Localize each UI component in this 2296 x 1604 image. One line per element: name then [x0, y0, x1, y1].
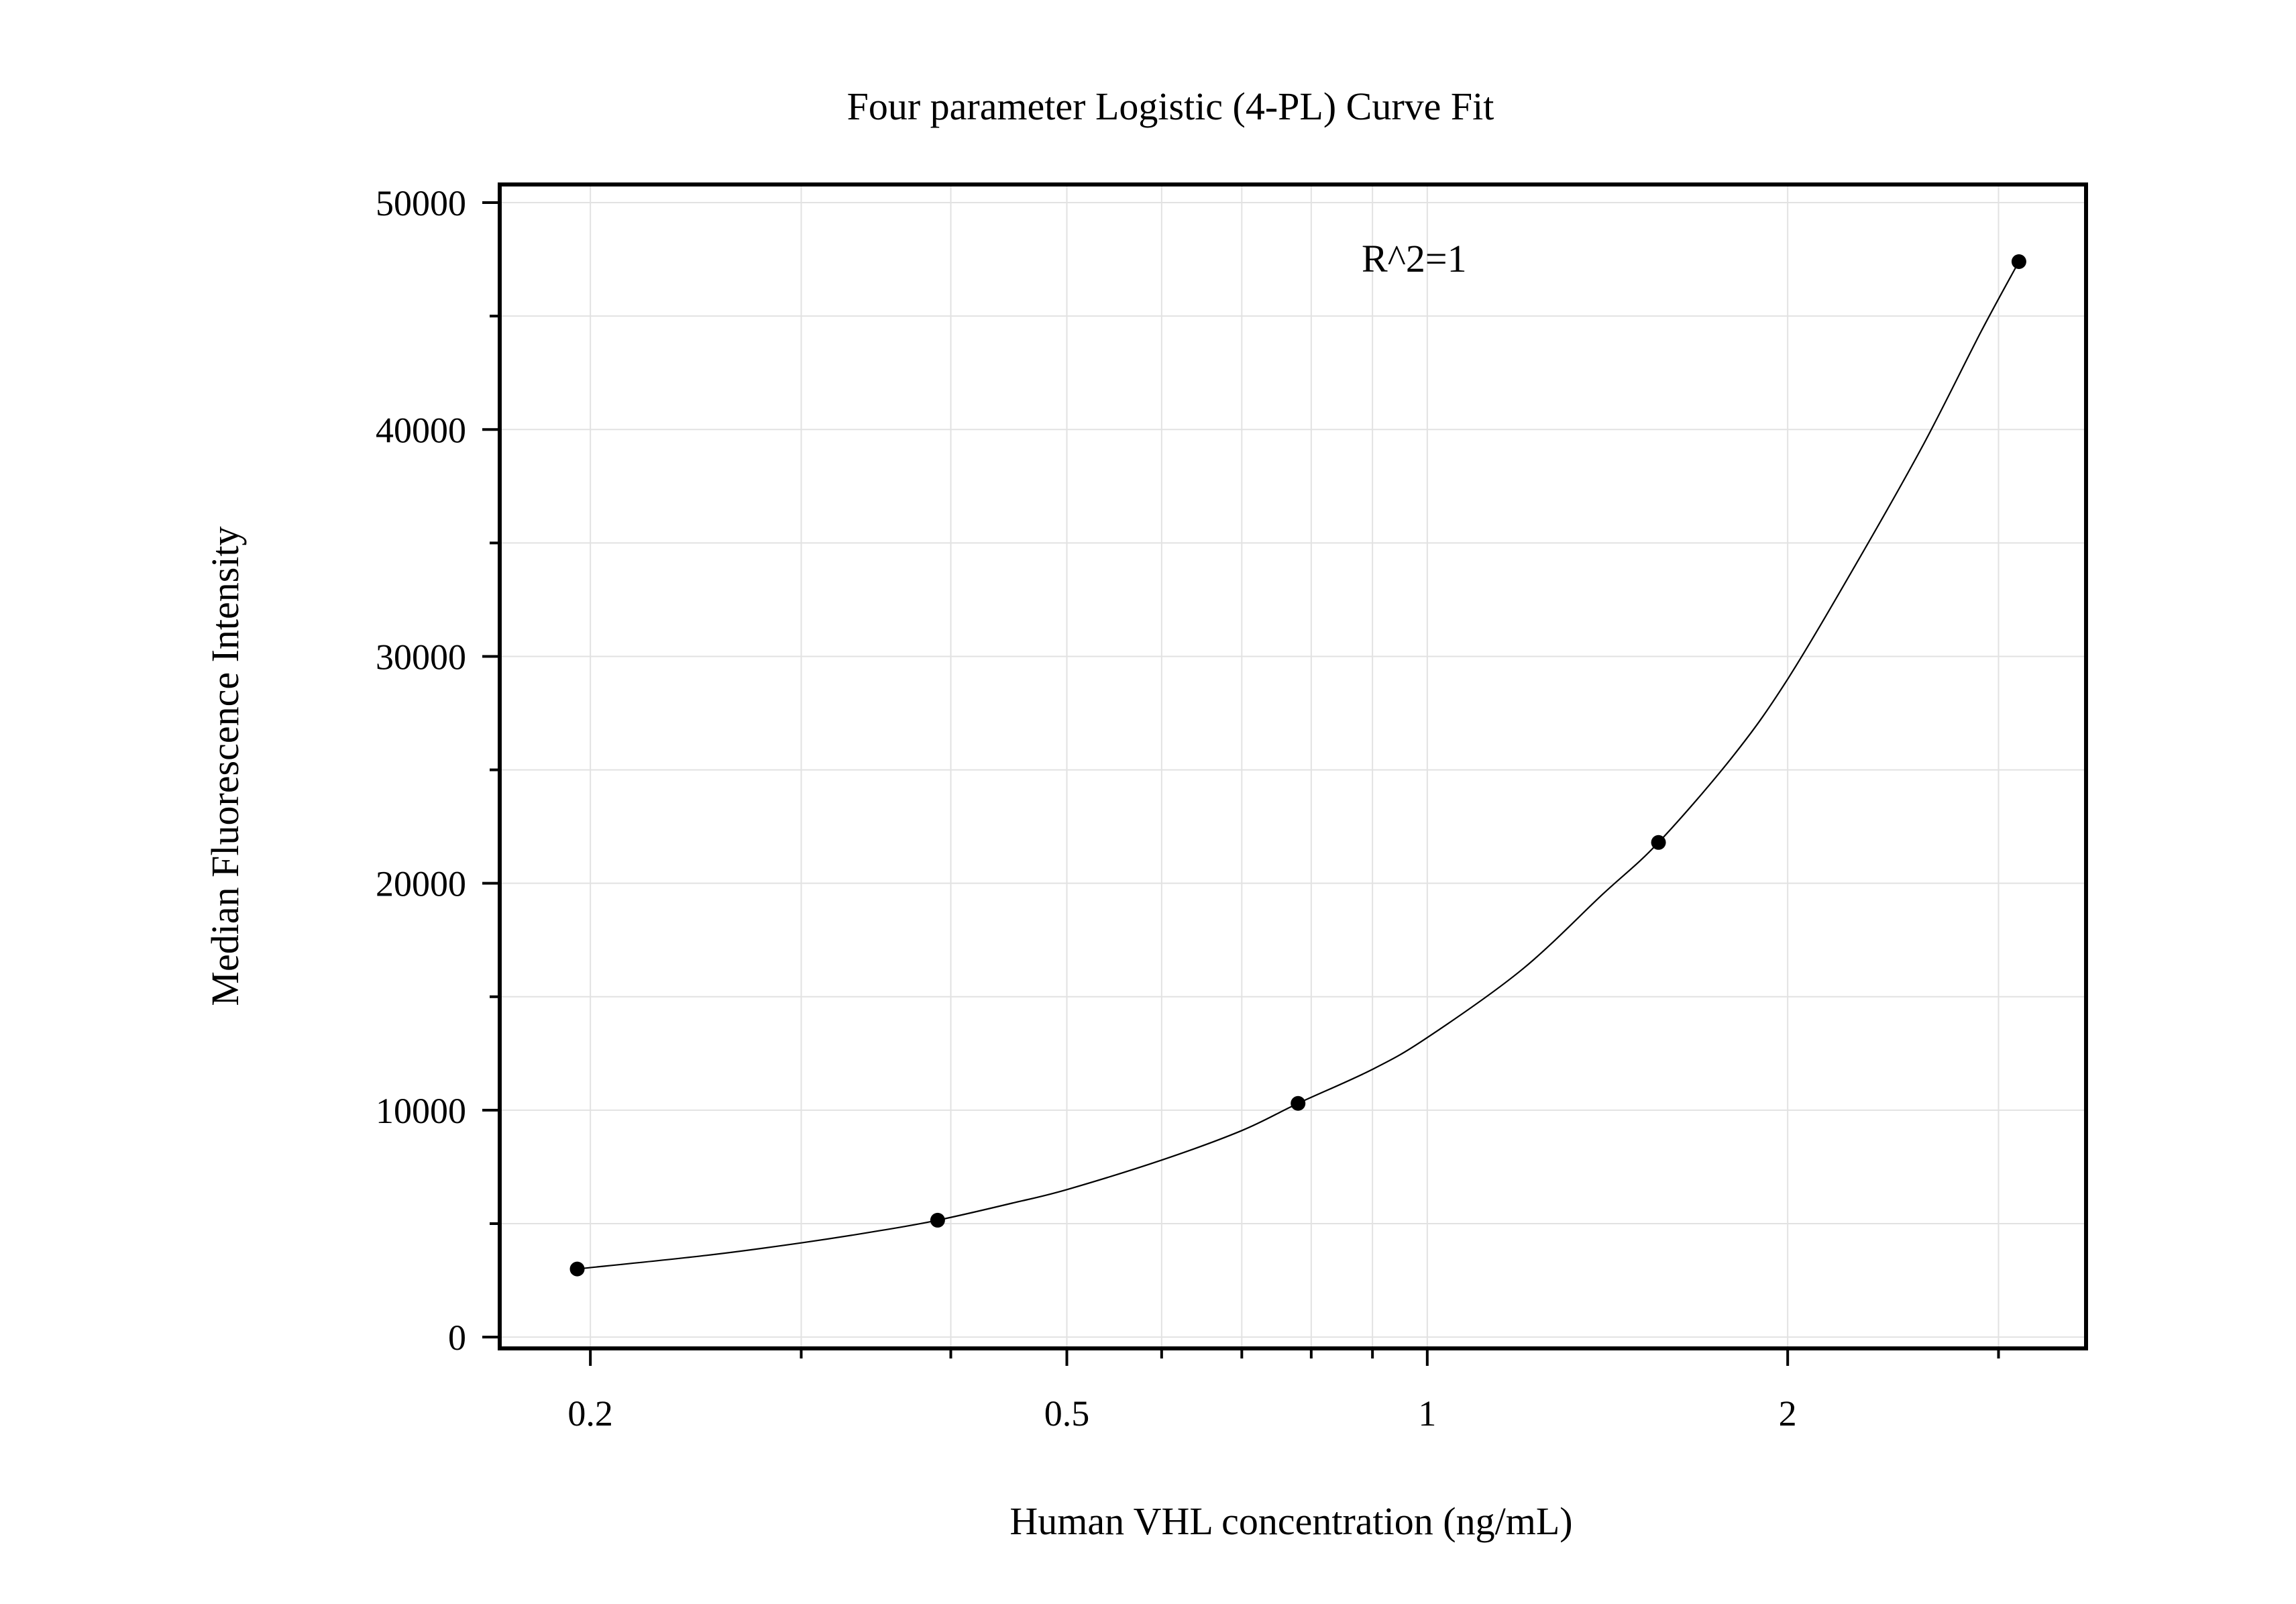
y-axis-label: Median Fluorescence Intensity: [203, 526, 247, 1006]
x-tick-label: 0.5: [1044, 1393, 1090, 1434]
chart-title: Four parameter Logistic (4-PL) Curve Fit: [847, 85, 1494, 128]
y-tick-label: 50000: [376, 183, 466, 223]
r-squared-annotation: R^2=1: [1362, 237, 1467, 280]
y-tick-label: 20000: [376, 864, 466, 904]
x-tick-label: 0.2: [567, 1393, 613, 1434]
data-point: [1651, 835, 1666, 850]
x-tick-labels: 0.2 0.5 1 2: [567, 1393, 1796, 1434]
data-point: [1291, 1095, 1306, 1111]
y-tick-label: 0: [448, 1318, 466, 1358]
grid-lines: [500, 184, 2086, 1348]
fit-curve-line: [577, 261, 2020, 1270]
y-tick-labels: 0 10000 20000 30000 40000 50000: [376, 183, 466, 1358]
data-points: [569, 254, 2026, 1277]
y-tick-label: 30000: [376, 637, 466, 677]
x-tick-label: 1: [1418, 1393, 1436, 1434]
x-tick-label: 2: [1779, 1393, 1797, 1434]
data-point: [2011, 254, 2026, 269]
y-tick-label: 40000: [376, 410, 466, 450]
data-point: [569, 1261, 585, 1277]
axis-ticks: [482, 201, 2000, 1366]
x-axis-label: Human VHL concentration (ng/mL): [1009, 1499, 1572, 1543]
data-point: [930, 1212, 945, 1228]
plot-frame: [498, 182, 2088, 1350]
y-tick-label: 10000: [376, 1091, 466, 1131]
